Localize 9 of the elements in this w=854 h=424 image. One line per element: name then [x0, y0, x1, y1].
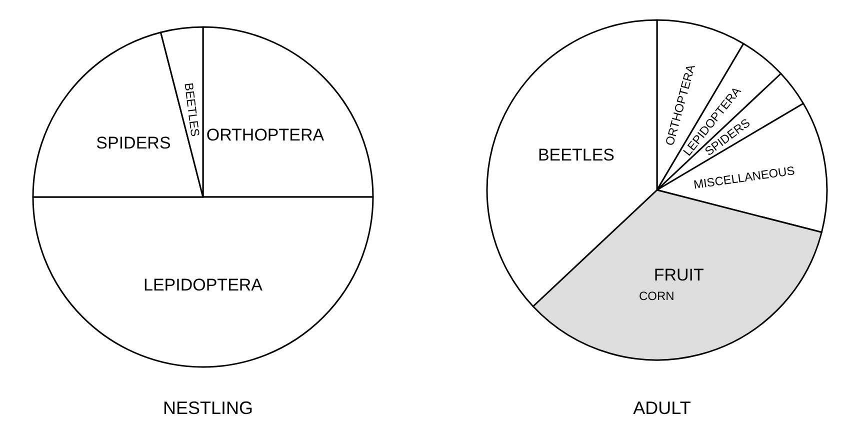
slice-label: LEPIDOPTERA: [143, 276, 264, 294]
slice-label: SPIDERS: [96, 134, 171, 153]
text: ADULT: [633, 398, 691, 418]
text: CORN: [639, 289, 674, 303]
slice-label: BEETLES: [538, 146, 615, 165]
slice-label: BEETLES: [182, 82, 202, 138]
slice-label: ORTHOPTERA: [206, 125, 325, 144]
slice-label: FRUIT: [654, 266, 704, 285]
text: NESTLING: [162, 398, 254, 418]
